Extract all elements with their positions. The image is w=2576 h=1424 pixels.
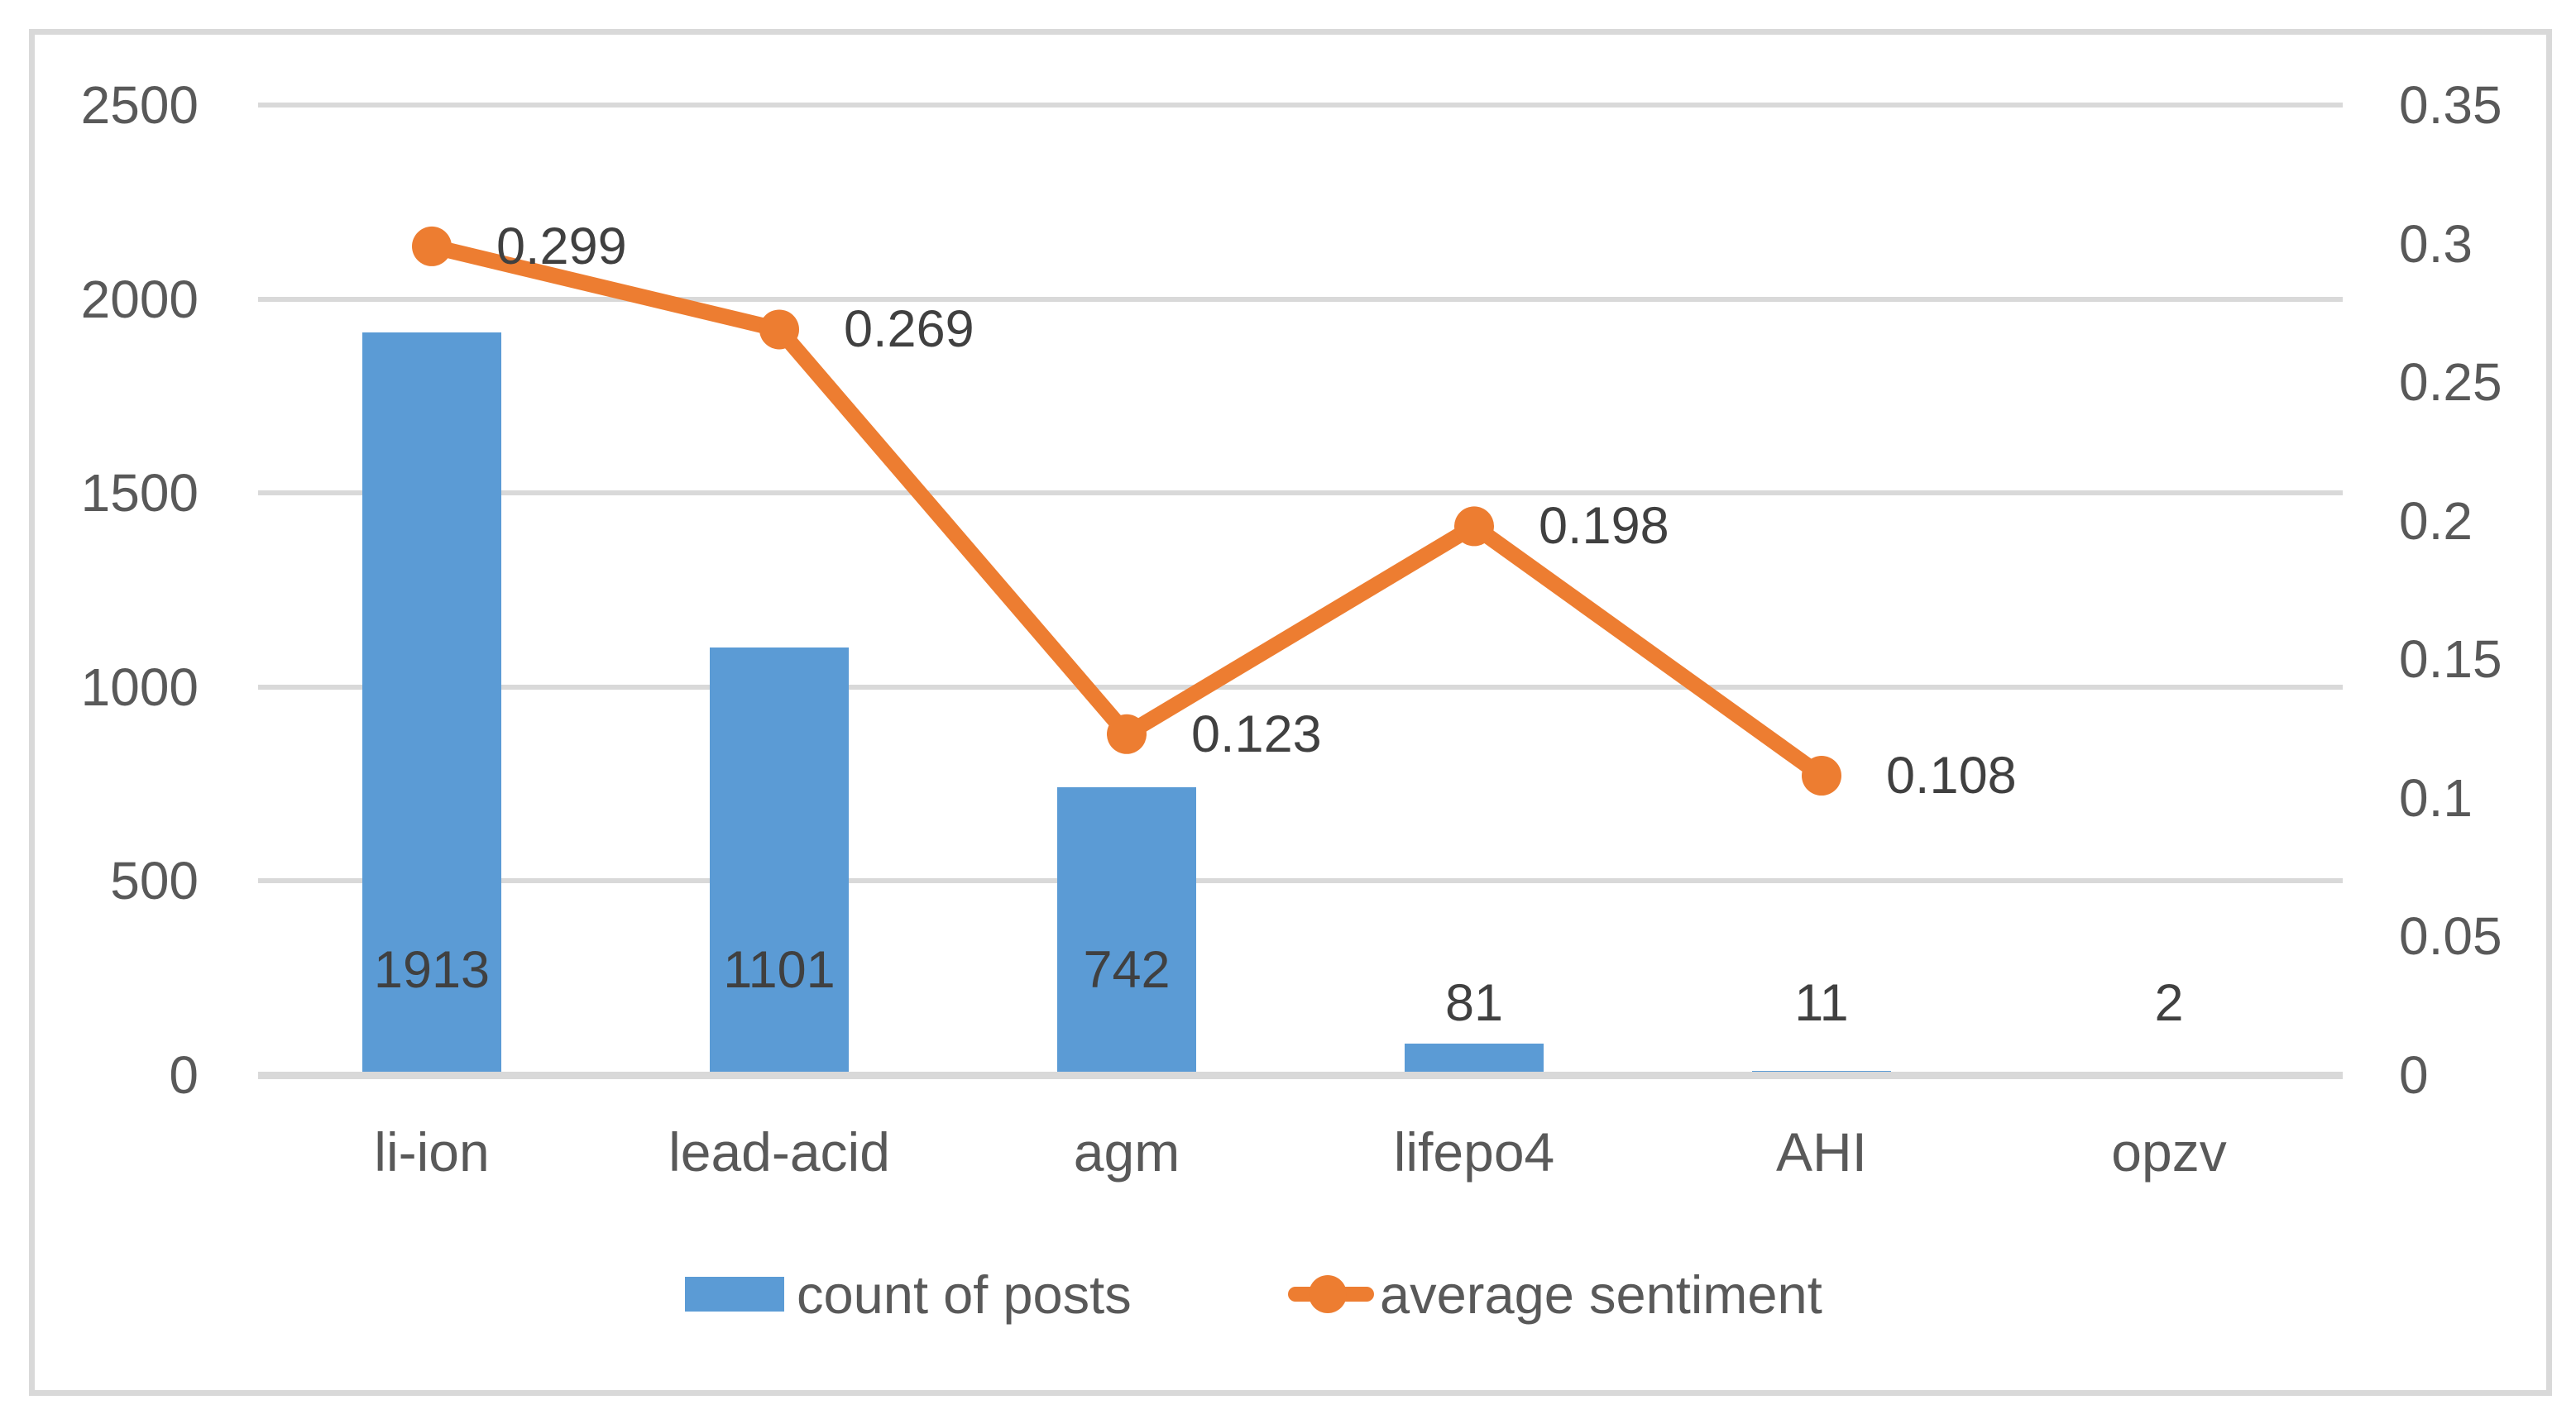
legend-label-average-sentiment: average sentiment	[1380, 1264, 1822, 1325]
chart-frame	[29, 29, 2552, 1396]
legend: count of posts average sentiment	[0, 1261, 2576, 1327]
legend-item-average-sentiment: average sentiment	[1288, 1261, 1822, 1327]
legend-label-count-of-posts: count of posts	[797, 1264, 1132, 1325]
line-series-swatch-icon	[1288, 1261, 1374, 1327]
bar-series-swatch-icon	[685, 1277, 784, 1312]
legend-line-dot	[1309, 1275, 1347, 1313]
legend-item-count-of-posts: count of posts	[685, 1261, 1132, 1327]
